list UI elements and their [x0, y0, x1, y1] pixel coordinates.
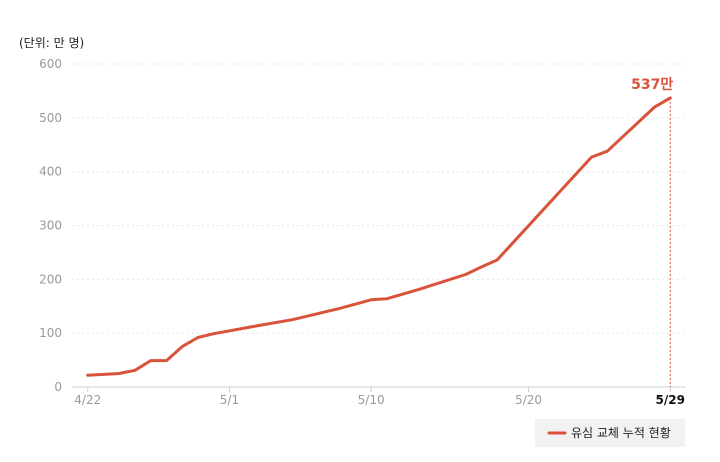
x-tick-label: 5/20: [515, 393, 542, 407]
y-tick-label: 0: [54, 380, 62, 394]
y-tick-label: 600: [39, 57, 62, 71]
y-tick-label: 100: [39, 326, 62, 340]
y-tick-label: 200: [39, 272, 62, 286]
series-line-cumulative-sim-replacement: [86, 96, 672, 377]
x-tick-label: 5/29: [656, 393, 685, 407]
unit-label: (단위: 만 명): [19, 36, 84, 50]
legend-label: 유심 교체 누적 현황: [571, 426, 671, 440]
x-tick-label: 5/10: [358, 393, 385, 407]
y-tick-label: 500: [39, 111, 62, 125]
x-tick-label: 5/1: [220, 393, 239, 407]
x-tick-label: 4/22: [74, 393, 101, 407]
y-tick-label: 400: [39, 165, 62, 179]
y-tick-label: 300: [39, 219, 62, 233]
end-value-label: 537만: [631, 77, 673, 93]
